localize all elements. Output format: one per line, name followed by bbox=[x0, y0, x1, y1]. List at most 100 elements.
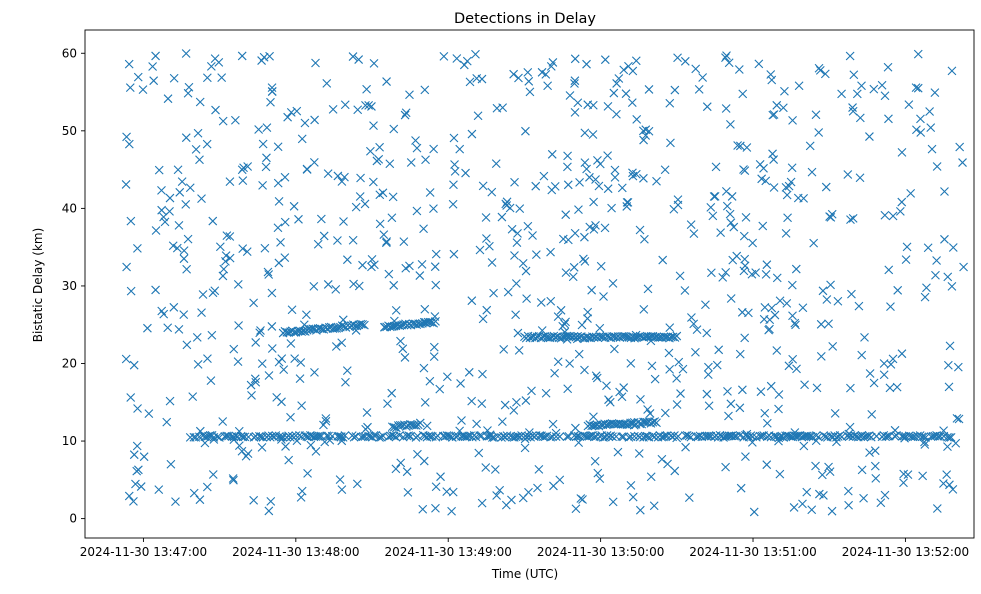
data-point bbox=[362, 408, 372, 417]
data-point bbox=[420, 85, 430, 95]
data-point bbox=[193, 360, 203, 369]
data-point bbox=[844, 500, 854, 510]
data-point bbox=[740, 261, 750, 271]
data-point bbox=[721, 104, 731, 113]
data-point bbox=[267, 431, 277, 441]
data-point bbox=[133, 243, 142, 253]
data-point bbox=[913, 49, 923, 59]
data-point bbox=[561, 317, 570, 327]
data-point bbox=[726, 294, 736, 303]
data-point bbox=[144, 409, 154, 418]
data-point bbox=[171, 497, 180, 507]
data-point bbox=[498, 431, 508, 441]
data-point bbox=[225, 232, 235, 241]
data-point bbox=[702, 431, 712, 441]
data-point bbox=[524, 76, 534, 86]
data-point bbox=[225, 253, 235, 263]
data-point bbox=[267, 87, 277, 97]
data-point bbox=[177, 177, 187, 187]
data-point bbox=[197, 194, 206, 203]
data-point bbox=[217, 73, 227, 83]
data-point bbox=[477, 498, 487, 508]
data-point bbox=[510, 251, 519, 260]
data-point bbox=[563, 162, 572, 172]
data-point bbox=[271, 431, 281, 440]
data-point bbox=[626, 481, 636, 490]
data-point bbox=[429, 342, 439, 352]
data-point bbox=[258, 180, 267, 190]
data-point bbox=[570, 76, 580, 86]
data-point bbox=[602, 381, 611, 391]
data-point bbox=[748, 432, 758, 441]
y-tick-label: 20 bbox=[62, 356, 77, 370]
data-point bbox=[412, 320, 422, 330]
data-point bbox=[712, 360, 722, 370]
data-point bbox=[286, 107, 296, 117]
data-point bbox=[869, 84, 879, 94]
data-point bbox=[920, 292, 930, 302]
data-point bbox=[563, 151, 572, 161]
data-point bbox=[884, 265, 894, 275]
data-point bbox=[335, 475, 345, 484]
data-point bbox=[645, 409, 655, 418]
data-point bbox=[799, 441, 809, 451]
data-point bbox=[727, 192, 737, 201]
data-point bbox=[805, 141, 815, 151]
data-point bbox=[612, 79, 622, 88]
data-point bbox=[619, 331, 628, 341]
data-point bbox=[124, 59, 134, 69]
data-point bbox=[154, 485, 164, 494]
data-point bbox=[772, 346, 782, 355]
data-point bbox=[405, 90, 414, 100]
chart-title: Detections in Delay bbox=[454, 11, 596, 27]
data-point bbox=[543, 333, 553, 343]
data-point bbox=[548, 58, 558, 67]
data-point bbox=[189, 488, 199, 498]
data-point bbox=[467, 129, 477, 139]
data-point bbox=[274, 258, 284, 268]
data-point bbox=[791, 264, 801, 274]
data-point bbox=[692, 325, 702, 335]
data-point bbox=[731, 431, 741, 441]
data-point bbox=[802, 431, 812, 441]
data-point bbox=[943, 272, 953, 282]
data-point bbox=[760, 302, 770, 312]
data-point bbox=[926, 432, 936, 441]
data-point bbox=[424, 431, 434, 441]
data-point bbox=[387, 322, 397, 331]
data-point bbox=[734, 65, 744, 74]
data-point bbox=[243, 162, 253, 171]
data-point bbox=[822, 295, 832, 304]
data-point bbox=[264, 270, 274, 279]
data-point bbox=[218, 417, 228, 426]
data-point bbox=[649, 501, 659, 511]
data-point bbox=[555, 432, 565, 441]
data-point bbox=[906, 188, 916, 198]
data-point bbox=[511, 432, 521, 442]
x-axis: 2024-11-30 13:47:00 2024-11-30 13:48:00 20… bbox=[80, 538, 969, 559]
data-point bbox=[943, 432, 952, 442]
data-point bbox=[603, 101, 613, 111]
data-point bbox=[258, 433, 268, 442]
data-point bbox=[600, 223, 610, 233]
data-point bbox=[375, 219, 385, 229]
data-point bbox=[296, 358, 306, 367]
data-point bbox=[430, 262, 440, 272]
data-point bbox=[570, 54, 580, 64]
data-point bbox=[372, 156, 382, 166]
data-point bbox=[126, 216, 136, 226]
data-point bbox=[955, 142, 965, 152]
data-point bbox=[225, 177, 235, 187]
data-point bbox=[940, 187, 949, 196]
data-point bbox=[624, 433, 634, 442]
data-point bbox=[229, 344, 239, 354]
data-point bbox=[741, 213, 751, 222]
data-point bbox=[721, 462, 730, 472]
data-point bbox=[816, 351, 826, 361]
data-point bbox=[617, 432, 627, 441]
data-point bbox=[126, 286, 136, 296]
data-point bbox=[826, 212, 836, 222]
data-point bbox=[301, 310, 311, 320]
data-point bbox=[124, 139, 134, 149]
data-point bbox=[865, 132, 874, 141]
